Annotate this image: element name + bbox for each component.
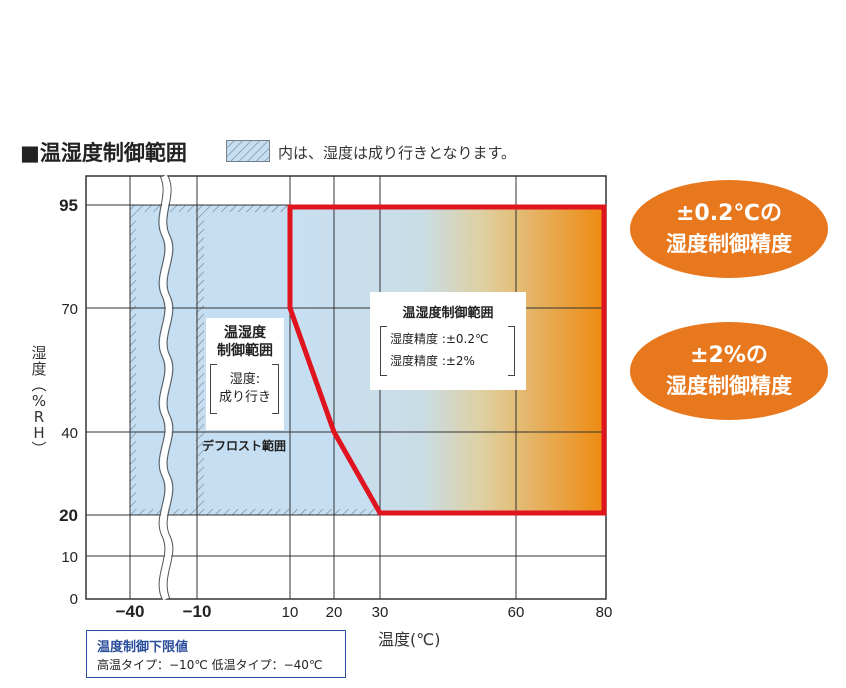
uncontrolled-range-callout: 温湿度 制御範囲 湿度: 成り行き (206, 318, 284, 430)
uncontrolled-wedge (290, 212, 380, 512)
temp-accuracy-badge: ±0.2℃の 湿度制御精度 (630, 180, 828, 278)
uncontrolled-sub-line2: 成り行き (218, 390, 271, 405)
axis-break-line-a (158, 175, 166, 600)
control-range-title: 温湿度制御範囲 (402, 306, 494, 321)
humidity-accuracy-badge: ±2%の 湿度制御精度 (630, 322, 828, 420)
legend-text: 内は、湿度は成り行きとなります。 (278, 144, 517, 162)
temperature-accuracy: 湿度精度 :±0.2℃ (390, 332, 489, 346)
bracket-left (210, 364, 217, 414)
control-range-callout: 温湿度制御範囲 湿度精度 :±0.2℃ 湿度精度 :±2% (370, 292, 526, 390)
axis-break-line-b (166, 175, 174, 600)
humidity-accuracy: 湿度精度 :±2% (390, 354, 475, 368)
y-tick-0: 0 (70, 591, 78, 608)
lower-limit-box: 温度制御下限値 高温タイプ：−10℃ 低温タイプ：−40℃ (86, 630, 346, 678)
y-tick-70: 70 (61, 301, 78, 318)
badge-line2: 湿度制御精度 (666, 374, 792, 398)
bracket-left (380, 326, 387, 376)
y-tick-40: 40 (61, 425, 78, 442)
badge-line2: 湿度制御精度 (666, 232, 792, 256)
y-tick-10: 10 (61, 549, 78, 566)
uncontrolled-sub-line1: 湿度: (229, 372, 261, 387)
x-tick-20: 20 (326, 604, 343, 621)
lower-limit-body: 高温タイプ：−10℃ 低温タイプ：−40℃ (97, 658, 323, 672)
badge-line1: ±0.2℃の (675, 201, 783, 226)
hatch-bottom-strip (290, 509, 382, 515)
defrost-range-label: デフロスト範囲 (202, 439, 287, 453)
x-tick-30: 30 (372, 604, 389, 621)
uncontrolled-title-line2: 制御範囲 (217, 343, 273, 359)
axis-break-white (159, 174, 172, 601)
y-tick-20: 20 (59, 506, 78, 525)
x-tick-60: 60 (508, 604, 525, 621)
x-tick-minus10: −10 (183, 602, 212, 621)
bracket-right (508, 326, 515, 376)
control-boundary (287, 204, 607, 516)
badge-line1: ±2%の (690, 343, 768, 368)
hatch-legend-swatch (226, 140, 270, 162)
x-tick-10: 10 (282, 604, 299, 621)
y-tick-95: 95 (59, 196, 78, 215)
bracket-right (272, 364, 279, 414)
x-tick-minus40: −40 (116, 602, 145, 621)
y-axis-label: 湿 度 ︵ % R H ︶ (31, 344, 47, 458)
x-axis-label: 温度(℃) (378, 630, 441, 649)
x-tick-80: 80 (596, 604, 613, 621)
section-title: ■温湿度制御範囲 (20, 141, 187, 165)
uncontrolled-title-line1: 温湿度 (224, 325, 266, 341)
lower-limit-title: 温度制御下限値 (97, 640, 189, 655)
